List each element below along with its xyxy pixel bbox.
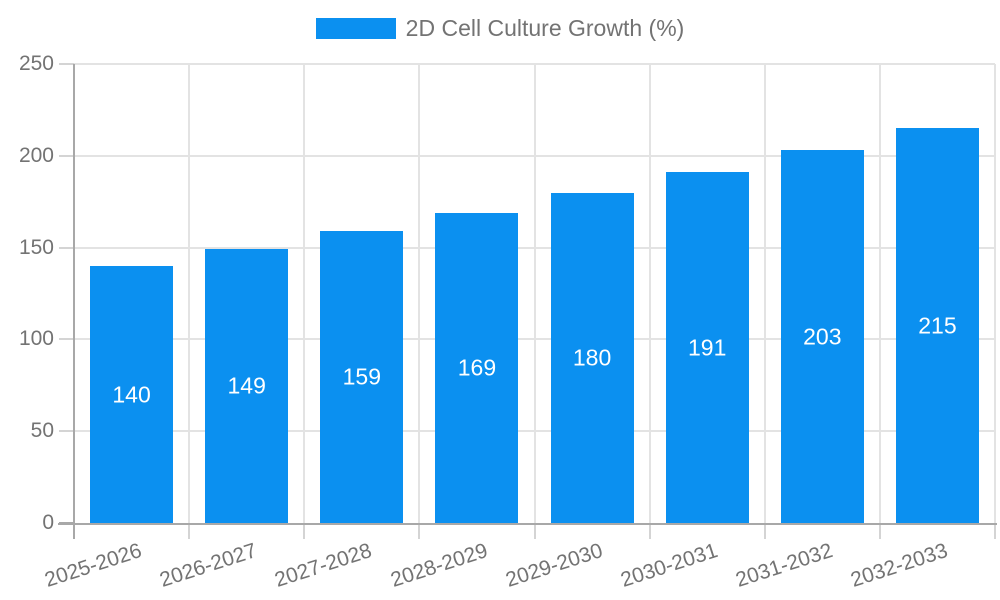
x-axis-tick bbox=[303, 523, 306, 539]
x-axis-tick bbox=[418, 523, 421, 539]
bar[interactable]: 159 bbox=[320, 231, 404, 523]
y-axis-line bbox=[73, 64, 75, 523]
x-gridline bbox=[303, 64, 306, 523]
bar-value-label: 191 bbox=[688, 334, 727, 361]
x-gridline bbox=[878, 64, 881, 523]
y-axis-label: 0 bbox=[42, 511, 54, 534]
x-axis-tick bbox=[648, 523, 651, 539]
x-gridline bbox=[533, 64, 536, 523]
y-axis-tick bbox=[59, 338, 74, 341]
bar-value-label: 159 bbox=[342, 363, 381, 390]
bar[interactable]: 140 bbox=[90, 266, 174, 523]
y-axis-tick bbox=[59, 430, 74, 433]
y-axis-tick bbox=[59, 154, 74, 157]
x-gridline bbox=[763, 64, 766, 523]
bar[interactable]: 180 bbox=[550, 192, 634, 523]
bar-value-label: 180 bbox=[572, 344, 612, 371]
bar-value-label: 215 bbox=[918, 312, 957, 339]
x-gridline bbox=[418, 64, 421, 523]
x-gridline bbox=[648, 64, 651, 523]
y-axis-tick bbox=[59, 63, 74, 65]
bar[interactable]: 215 bbox=[895, 128, 979, 523]
bar-value-label: 140 bbox=[112, 381, 151, 407]
x-axis-tick bbox=[763, 523, 766, 539]
bar-value-label: 203 bbox=[803, 323, 842, 350]
bar-value-label: 149 bbox=[227, 372, 266, 399]
x-axis-label: 2029-2030 bbox=[502, 539, 606, 592]
bar-value-label: 169 bbox=[457, 354, 497, 381]
plot-area: 0 50 100 150 200 250 140 149 159 169 180 191 203 215 2… bbox=[19, 52, 997, 592]
x-axis-label: 2032-2033 bbox=[847, 539, 951, 592]
x-axis-label: 2030-2031 bbox=[617, 539, 721, 592]
y-axis-label: 50 bbox=[30, 419, 54, 443]
x-gridline bbox=[188, 64, 191, 523]
bar[interactable]: 191 bbox=[665, 172, 749, 523]
legend-swatch-icon bbox=[315, 18, 396, 39]
x-axis-line bbox=[58, 523, 997, 525]
x-axis-label: 2031-2032 bbox=[732, 539, 836, 592]
bar[interactable]: 169 bbox=[435, 212, 519, 523]
legend-item[interactable]: 2D Cell Culture Growth (%) bbox=[0, 17, 1000, 40]
x-axis-label: 2028-2029 bbox=[387, 539, 491, 592]
bar[interactable]: 149 bbox=[205, 249, 289, 523]
x-axis-label: 2027-2028 bbox=[272, 539, 375, 592]
x-axis-tick bbox=[994, 523, 996, 539]
x-gridline bbox=[994, 64, 996, 523]
y-axis-label: 200 bbox=[18, 143, 54, 167]
y-axis-label: 100 bbox=[18, 327, 54, 351]
x-axis-tick bbox=[878, 523, 881, 539]
x-axis-label: 2025-2026 bbox=[42, 539, 145, 592]
legend-label: 2D Cell Culture Growth (%) bbox=[405, 15, 685, 41]
y-axis-tick bbox=[59, 246, 74, 249]
x-axis-tick bbox=[73, 523, 75, 539]
bar[interactable]: 203 bbox=[780, 150, 864, 523]
y-axis-label: 250 bbox=[18, 52, 54, 75]
x-axis-label: 2026-2027 bbox=[157, 539, 260, 592]
y-axis-label: 150 bbox=[18, 235, 54, 259]
x-axis-tick bbox=[188, 523, 191, 539]
x-axis-tick bbox=[533, 523, 536, 539]
